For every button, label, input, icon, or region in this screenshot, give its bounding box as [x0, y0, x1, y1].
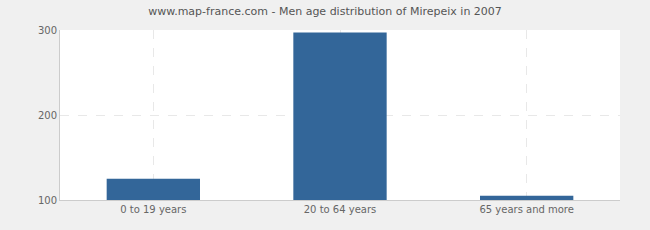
svg-text:65 years and more: 65 years and more: [479, 204, 574, 215]
svg-text:300: 300: [38, 25, 57, 36]
svg-text:0 to 19 years: 0 to 19 years: [120, 204, 186, 215]
svg-text:200: 200: [38, 110, 57, 121]
svg-text:100: 100: [38, 195, 57, 206]
svg-text:www.map-france.com - Men age d: www.map-france.com - Men age distributio…: [148, 5, 502, 18]
svg-text:20 to 64 years: 20 to 64 years: [304, 204, 377, 215]
